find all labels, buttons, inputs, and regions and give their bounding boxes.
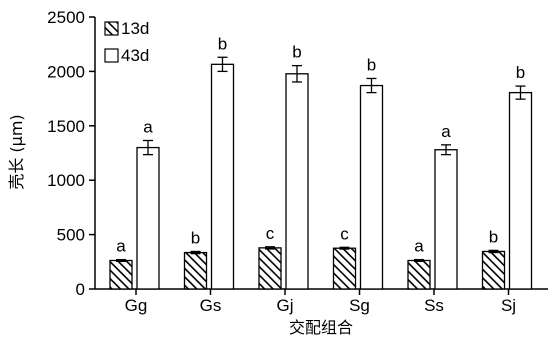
x-tick-label: Sg	[349, 296, 370, 315]
bar-13d	[481, 250, 506, 290]
legend-label: 13d	[121, 19, 149, 38]
legend-label: 43d	[121, 46, 149, 65]
significance-label: b	[292, 43, 301, 62]
x-tick-label: Gs	[200, 296, 222, 315]
legend-swatch-43d	[104, 48, 119, 63]
legend-swatch-13d	[104, 21, 119, 36]
significance-label: a	[441, 122, 451, 141]
x-axis-title: 交配组合	[289, 318, 353, 337]
y-tick-label: 0	[76, 280, 85, 299]
significance-label: c	[266, 224, 275, 243]
plot-area: 0 500 1000 1500 2000 2500 Gg a a Gs b b Gj c b Sg c b Ss a a…	[47, 8, 548, 315]
x-tick-label: Sj	[501, 296, 516, 315]
x-tick-label: Gj	[277, 296, 294, 315]
bar-43d	[434, 149, 458, 290]
bar-13d	[258, 247, 282, 290]
x-tick-label: Ss	[424, 296, 444, 315]
y-tick-label: 2500	[47, 8, 85, 27]
significance-label: a	[143, 117, 153, 136]
bar-43d	[136, 146, 160, 290]
significance-label: b	[191, 228, 200, 247]
y-axis-title: 壳长 (μm)	[7, 114, 26, 189]
bar-43d	[285, 73, 309, 290]
bar-13d	[407, 259, 431, 290]
significance-label: b	[489, 227, 498, 246]
bar-13d	[109, 259, 133, 290]
bar-43d	[210, 63, 235, 290]
significance-label: b	[516, 63, 525, 82]
bar-13d	[332, 247, 357, 290]
y-tick-label: 2000	[47, 62, 85, 81]
bar-43d	[359, 84, 384, 290]
y-tick-label: 1000	[47, 171, 85, 190]
x-tick-label: Gg	[125, 296, 148, 315]
bar-43d	[508, 91, 533, 290]
significance-label: b	[367, 55, 376, 74]
significance-label: a	[116, 237, 126, 256]
significance-label: b	[218, 34, 227, 53]
bar-13d	[183, 251, 208, 290]
significance-label: c	[340, 224, 349, 243]
y-tick-label: 1500	[47, 117, 85, 136]
significance-label: a	[414, 237, 424, 256]
y-tick-label: 500	[57, 226, 85, 245]
